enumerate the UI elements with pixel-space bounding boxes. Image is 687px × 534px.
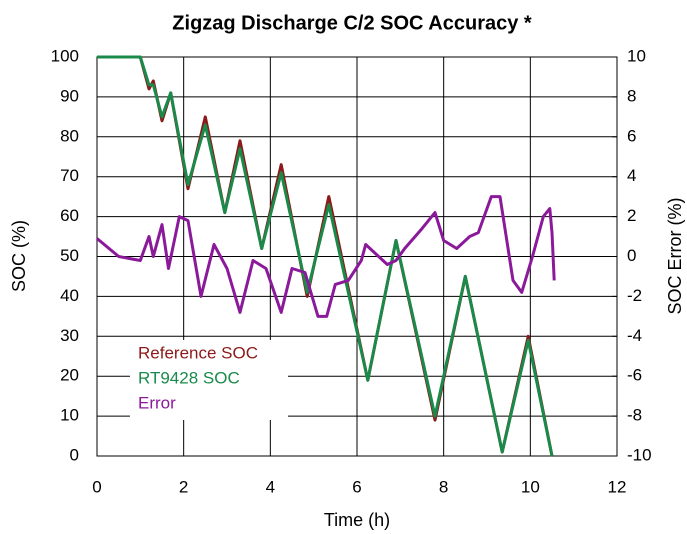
- y2-tick-label: 2: [627, 206, 636, 225]
- plot-frame: [96, 56, 618, 457]
- y2-axis-label: SOC Error (%): [665, 198, 685, 315]
- y-tick-label: 100: [51, 46, 79, 65]
- y2-tick-label: -4: [627, 326, 642, 345]
- y-tick-label: 70: [60, 166, 79, 185]
- y-tick-label: 90: [60, 86, 79, 105]
- x-axis-label: Time (h): [324, 510, 390, 530]
- x-tick-label: 2: [179, 477, 188, 496]
- legend-label: Reference SOC: [138, 343, 258, 362]
- x-tick-label: 4: [266, 477, 275, 496]
- x-tick-label: 8: [439, 477, 448, 496]
- y2-tick-label: -8: [627, 406, 642, 425]
- y-tick-label: 20: [60, 366, 79, 385]
- y2-tick-label: -2: [627, 286, 642, 305]
- series-line: [97, 55, 554, 457]
- y-tick-label: 30: [60, 326, 79, 345]
- legend-box: [130, 340, 288, 420]
- y2-tick-label: -6: [627, 366, 642, 385]
- y2-tick-label: 6: [627, 126, 636, 145]
- series-line: [96, 195, 556, 318]
- y2-tick-label: 8: [627, 86, 636, 105]
- y2-tick-label: 10: [627, 46, 646, 65]
- x-tick-label: 0: [92, 477, 101, 496]
- legend-label: RT9428 SOC: [138, 368, 240, 387]
- legend-label: Error: [138, 393, 176, 412]
- y2-tick-label: 4: [627, 166, 636, 185]
- chart-title: Zigzag Discharge C/2 SOC Accuracy *: [172, 12, 532, 34]
- y-tick-label: 60: [60, 206, 79, 225]
- x-tick-label: 6: [352, 477, 361, 496]
- y-tick-label: 40: [60, 286, 79, 305]
- y-tick-label: 0: [70, 445, 79, 464]
- y-tick-label: 50: [60, 246, 79, 265]
- x-tick-label: 12: [608, 477, 627, 496]
- y-tick-label: 10: [60, 406, 79, 425]
- y-axis-label: SOC (%): [9, 220, 29, 292]
- y2-tick-label: 0: [627, 246, 636, 265]
- x-tick-label: 10: [521, 477, 540, 496]
- y2-tick-label: -10: [627, 445, 652, 464]
- y-tick-label: 80: [60, 126, 79, 145]
